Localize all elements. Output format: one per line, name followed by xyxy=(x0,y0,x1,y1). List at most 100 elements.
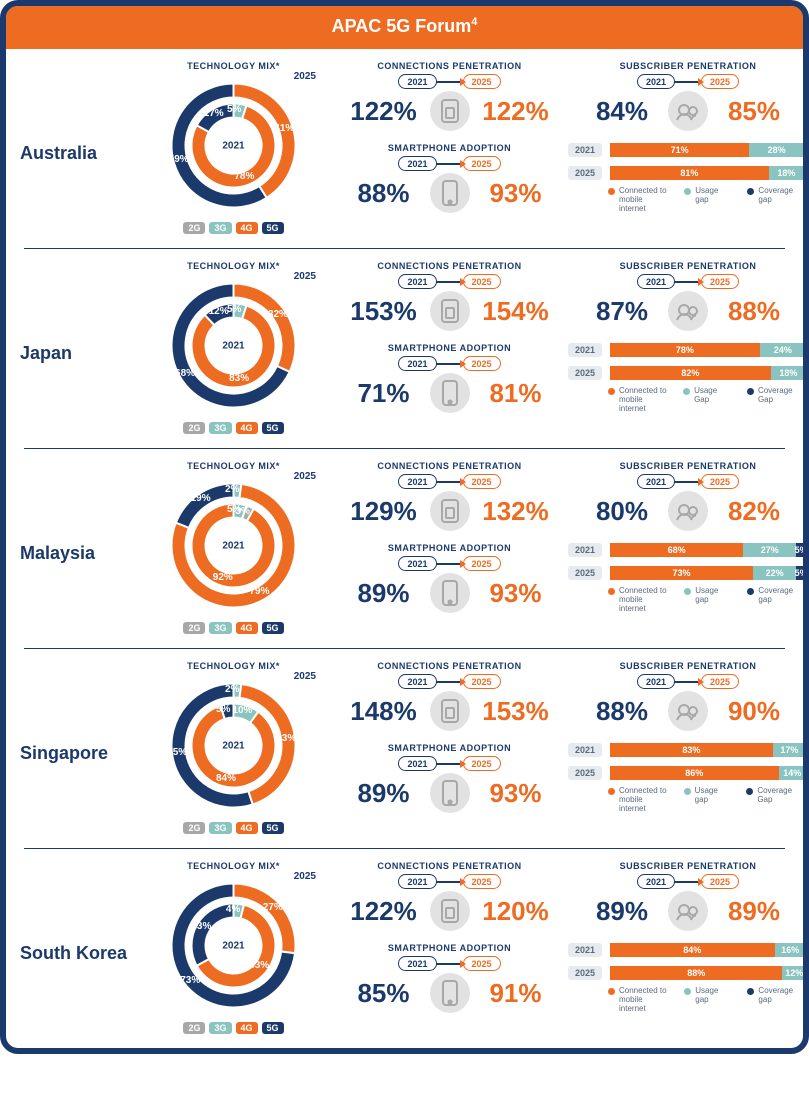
arrow-icon xyxy=(436,281,464,283)
year-to-pill: 2025 xyxy=(463,74,501,89)
metric-values: 148% 153% xyxy=(337,691,562,731)
year-pills: 2021 2025 xyxy=(337,356,562,371)
tech-legend: 2G3G4G5G xyxy=(136,422,331,434)
donut-year-inner: 2021 xyxy=(222,540,244,551)
year-to-pill: 2025 xyxy=(463,756,501,771)
donut-year-inner: 2021 xyxy=(222,940,244,951)
metric-values: 85% 91% xyxy=(337,973,562,1013)
metric-title: SMARTPHONE ADOPTION xyxy=(337,743,562,753)
legend-dot-icon xyxy=(684,788,691,795)
year-from-pill: 2021 xyxy=(637,274,675,289)
tech-legend-pill: 5G xyxy=(262,822,284,834)
bars-wrap: 2021 68%27%5% 2025 73%22%5% Connected to… xyxy=(568,541,808,613)
metric-to: 122% xyxy=(481,98,551,124)
techmix-title: TECHNOLOGY MIX* xyxy=(136,661,331,671)
metric-title: SUBSCRIBER PENETRATION xyxy=(568,61,808,71)
tech-legend-pill: 5G xyxy=(262,622,284,634)
bar-row: 2021 71%28%1% xyxy=(568,141,808,159)
techmix-panel: TECHNOLOGY MIX* 2025 32%68%5%83%12% 2021… xyxy=(136,261,331,434)
year-pills: 2021 2025 xyxy=(337,74,562,89)
year-pills: 2021 2025 xyxy=(568,74,808,89)
bar-segment: 73% xyxy=(610,566,753,580)
sim-icon xyxy=(430,91,470,131)
metric-to: 85% xyxy=(719,98,789,124)
legend-dot-icon xyxy=(608,188,615,195)
legend-dot-icon xyxy=(747,588,754,595)
techmix-title: TECHNOLOGY MIX* xyxy=(136,861,331,871)
sim-icon xyxy=(430,691,470,731)
tech-legend-pill: 3G xyxy=(209,1022,231,1034)
metric-to: 154% xyxy=(481,298,551,324)
legend-label: Coverage gap xyxy=(758,587,808,605)
bar-legend: Connected to mobile internet Usage gap C… xyxy=(608,987,808,1013)
legend-dot-icon xyxy=(608,788,615,795)
metric-block: SUBSCRIBER PENETRATION 2021 2025 88% 90% xyxy=(568,661,808,731)
tech-legend-pill: 3G xyxy=(209,222,231,234)
country-name: Singapore xyxy=(20,731,130,764)
arrow-icon xyxy=(436,563,464,565)
legend-label: Usage Gap xyxy=(694,387,733,405)
metric-column: CONNECTIONS PENETRATION 2021 2025 122% 1… xyxy=(337,861,562,1013)
metric-to: 132% xyxy=(481,498,551,524)
year-pills: 2021 2025 xyxy=(568,874,808,889)
legend-label: Usage gap xyxy=(695,787,733,805)
bar-year-label: 2021 xyxy=(568,543,602,557)
bar-year-label: 2025 xyxy=(568,966,602,980)
bar-track: 71%28%1% xyxy=(608,141,808,159)
metric-values: 129% 132% xyxy=(337,491,562,531)
bar-row: 2025 86%14% xyxy=(568,764,808,782)
bar-segment: 81% xyxy=(610,166,769,180)
bar-segment: 18% xyxy=(771,366,806,380)
bar-year-label: 2021 xyxy=(568,943,602,957)
tech-legend: 2G3G4G5G xyxy=(136,1022,331,1034)
country-name: Japan xyxy=(20,331,130,364)
legend-label: Connected to mobile internet xyxy=(619,187,670,213)
bar-segment: 88% xyxy=(610,966,782,980)
metric-from: 80% xyxy=(587,498,657,524)
metric-from: 148% xyxy=(349,698,419,724)
bar-segment: 84% xyxy=(610,943,775,957)
donut-year-inner: 2021 xyxy=(222,740,244,751)
metric-values: 89% 93% xyxy=(337,573,562,613)
metric-title: SMARTPHONE ADOPTION xyxy=(337,343,562,353)
metric-title: CONNECTIONS PENETRATION xyxy=(337,461,562,471)
techmix-title: TECHNOLOGY MIX* xyxy=(136,461,331,471)
year-from-pill: 2021 xyxy=(637,674,675,689)
donut-chart: 2025 27%73%4%63%33% 2021 xyxy=(151,873,316,1018)
donut-chart: 2025 2%43%55%10%84%5% 2021 xyxy=(151,673,316,818)
techmix-panel: TECHNOLOGY MIX* 2025 2%79%19%5%3%92% 202… xyxy=(136,461,331,634)
year-from-pill: 2021 xyxy=(398,156,436,171)
metric-from: 122% xyxy=(349,898,419,924)
metric-values: 88% 93% xyxy=(337,173,562,213)
year-from-pill: 2021 xyxy=(398,74,436,89)
arrow-icon xyxy=(436,681,464,683)
bar-track: 73%22%5% xyxy=(608,564,808,582)
metric-block: SUBSCRIBER PENETRATION 2021 2025 89% 89% xyxy=(568,861,808,931)
tech-legend-pill: 2G xyxy=(183,822,205,834)
year-pills: 2021 2025 xyxy=(337,156,562,171)
donut-chart: 2025 41%59%5%78%17% 2021 xyxy=(151,73,316,218)
metric-values: 87% 88% xyxy=(568,291,808,331)
bar-segment: 68% xyxy=(610,543,743,557)
bar-segment: 16% xyxy=(775,943,806,957)
bar-legend-item: Usage gap xyxy=(684,587,733,613)
metric-title: SUBSCRIBER PENETRATION xyxy=(568,461,808,471)
page-frame: APAC 5G Forum4 Australia TECHNOLOGY MIX*… xyxy=(0,0,809,1054)
bar-segment: 5% xyxy=(796,543,806,557)
header: APAC 5G Forum4 xyxy=(6,6,803,49)
people-icon xyxy=(668,291,708,331)
metric-from: 85% xyxy=(349,980,419,1006)
year-from-pill: 2021 xyxy=(398,474,436,489)
metric-values: 80% 82% xyxy=(568,491,808,531)
subscriber-column: SUBSCRIBER PENETRATION 2021 2025 80% 82%… xyxy=(568,461,808,613)
donut-chart: 2025 2%79%19%5%3%92% 2021 xyxy=(151,473,316,618)
metric-to: 120% xyxy=(481,898,551,924)
metric-block: CONNECTIONS PENETRATION 2021 2025 153% 1… xyxy=(337,261,562,331)
legend-dot-icon xyxy=(608,588,615,595)
phone-icon xyxy=(430,573,470,613)
people-icon xyxy=(668,891,708,931)
tech-legend-pill: 5G xyxy=(262,222,284,234)
year-from-pill: 2021 xyxy=(398,874,436,889)
bar-track: 78%24% xyxy=(608,341,808,359)
metric-values: 71% 81% xyxy=(337,373,562,413)
